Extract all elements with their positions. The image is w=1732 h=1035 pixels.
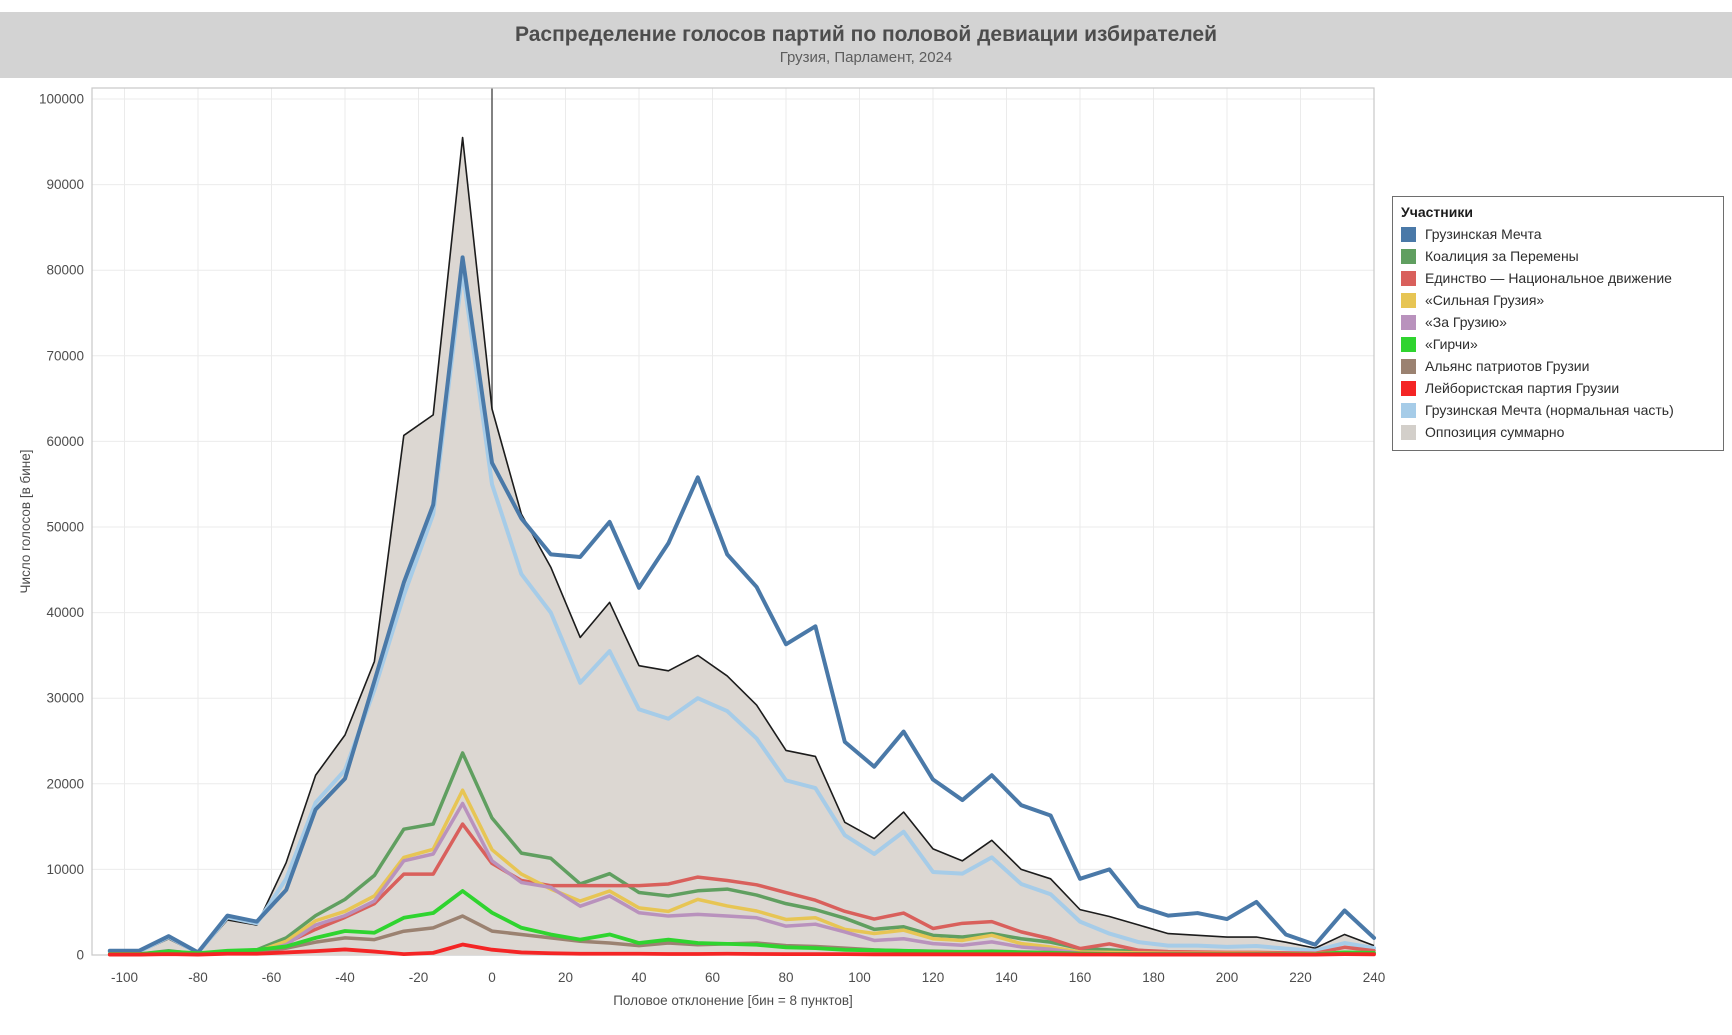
y-tick-label: 0: [76, 948, 84, 963]
legend-item-label: Единство — Национальное движение: [1425, 270, 1672, 286]
y-axis-title: Число голосов [в бине]: [18, 450, 33, 594]
legend-item: Оппозиция суммарно: [1401, 421, 1713, 443]
y-tick-label: 20000: [46, 776, 84, 791]
legend-item-label: «За Грузию»: [1425, 314, 1507, 330]
y-tick-label: 70000: [46, 348, 84, 363]
y-tick-label: 80000: [46, 263, 84, 278]
legend-swatch-icon: [1401, 292, 1416, 308]
y-tick-label: 90000: [46, 177, 84, 192]
legend-item: Альянс патриотов Грузии: [1401, 355, 1713, 377]
x-tick-label: 140: [995, 970, 1018, 985]
legend-title: Участники: [1401, 204, 1473, 220]
y-tick-label: 40000: [46, 605, 84, 620]
x-tick-label: 220: [1289, 970, 1312, 985]
x-tick-label: 0: [488, 970, 496, 985]
legend-swatch-icon: [1401, 226, 1416, 242]
legend-swatch-icon: [1401, 380, 1416, 396]
x-tick-label: 180: [1142, 970, 1165, 985]
legend-item-label: Оппозиция суммарно: [1425, 424, 1565, 440]
y-tick-label: 30000: [46, 691, 84, 706]
legend-item: Грузинская Мечта: [1401, 223, 1713, 245]
x-tick-label: -80: [188, 970, 208, 985]
series-оппозиция-суммарно-outline: [109, 136, 1375, 955]
legend-item: «Гирчи»: [1401, 333, 1713, 355]
chart-title: Распределение голосов партий по половой …: [515, 23, 1217, 46]
series-единство-национальное-движение-line: [108, 822, 1376, 956]
x-tick-label: 160: [1069, 970, 1092, 985]
legend-item: «Сильная Грузия»: [1401, 289, 1713, 311]
legend-swatch-icon: [1401, 336, 1416, 352]
x-tick-label: -20: [409, 970, 429, 985]
x-tick-label: -100: [111, 970, 138, 985]
x-tick-label: 240: [1363, 970, 1386, 985]
chart-subtitle: Грузия, Парламент, 2024: [779, 49, 953, 66]
legend-swatch-icon: [1401, 424, 1416, 440]
x-tick-label: 200: [1216, 970, 1239, 985]
legend-item-label: Альянс патриотов Грузии: [1425, 358, 1590, 374]
series-грузинская-мечта-line: [107, 255, 1376, 955]
x-tick-label: 120: [922, 970, 945, 985]
x-tick-label: 100: [848, 970, 871, 985]
x-tick-label: -40: [335, 970, 355, 985]
legend-item: Коалиция за Перемены: [1401, 245, 1713, 267]
legend-swatch-icon: [1401, 402, 1416, 418]
y-tick-label: 50000: [46, 520, 84, 535]
x-tick-label: -60: [262, 970, 282, 985]
x-tick-label: 80: [778, 970, 793, 985]
legend-item-label: Лейбористская партия Грузии: [1425, 380, 1620, 396]
legend-item-label: «Сильная Грузия»: [1425, 292, 1545, 308]
x-tick-label: 40: [631, 970, 646, 985]
legend-items: Грузинская Мечта Коалиция за Перемены Един…: [1401, 223, 1713, 443]
legend-item-label: Грузинская Мечта: [1425, 226, 1542, 242]
legend-item-label: Грузинская Мечта (нормальная часть): [1425, 402, 1674, 418]
series-грузинская-мечта-нормальная-часть--line: [107, 268, 1376, 955]
legend-item: «За Грузию»: [1401, 311, 1713, 333]
y-tick-label: 60000: [46, 434, 84, 449]
legend-item: Грузинская Мечта (нормальная часть): [1401, 399, 1713, 421]
y-tick-label: 100000: [39, 92, 84, 107]
legend-swatch-icon: [1401, 270, 1416, 286]
legend-swatch-icon: [1401, 358, 1416, 374]
series-оппозиция-суммарно-fill: [109, 137, 1374, 955]
legend-item: Единство — Национальное движение: [1401, 267, 1713, 289]
x-tick-label: 60: [705, 970, 720, 985]
x-tick-label: 20: [558, 970, 573, 985]
series-лейбористская-партия-грузии-line: [107, 942, 1376, 957]
chart-title-band: Распределение голосов партий по половой …: [0, 12, 1732, 78]
legend-swatch-icon: [1401, 248, 1416, 264]
x-axis-title: Половое отклонение [бин = 8 пунктов]: [613, 993, 853, 1008]
legend-item-label: «Гирчи»: [1425, 336, 1478, 352]
legend-item-label: Коалиция за Перемены: [1425, 248, 1579, 264]
y-tick-label: 10000: [46, 862, 84, 877]
legend-swatch-icon: [1401, 314, 1416, 330]
legend-item: Лейбористская партия Грузии: [1401, 377, 1713, 399]
legend-box: Участники Грузинская Мечта Коалиция за Пе…: [1392, 196, 1724, 451]
